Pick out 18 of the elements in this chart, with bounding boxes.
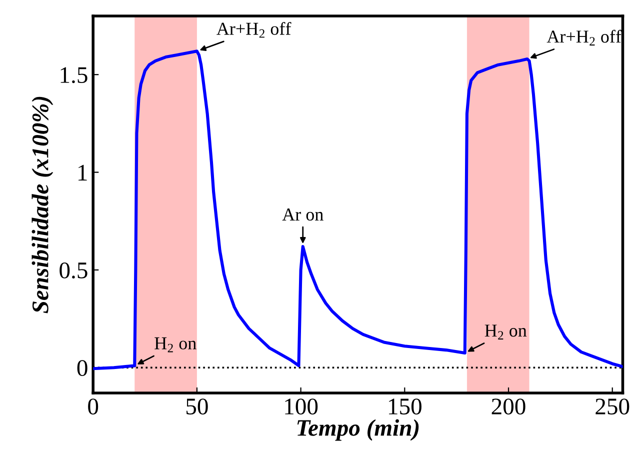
y-tick-label: 0.5	[60, 262, 88, 278]
x-tick-label: 250	[596, 398, 630, 414]
x-tick-label: 150	[389, 398, 422, 414]
y-tick-label: 1	[78, 164, 87, 180]
annotation: H$_{2}$ on	[154, 337, 196, 352]
annotation: Ar+H$_{2}$ off	[216, 22, 292, 38]
y-axis-title: Sensibilidade (x100%)	[32, 96, 54, 314]
x-tick-label: 50	[186, 398, 208, 414]
annotation: H$_{2}$ on	[484, 324, 527, 340]
x-axis-title: Tempo (min)	[297, 419, 419, 441]
y-tick-label: 0	[77, 360, 88, 376]
annotation: Ar+H$_{2}$ off	[546, 30, 622, 46]
line-series	[93, 50, 623, 370]
x-tick-label: 0	[88, 398, 98, 414]
y-tick-label: 1.5	[60, 67, 88, 84]
annotation: Ar on	[282, 208, 324, 221]
x-tick-label: 200	[492, 398, 526, 414]
x-tick-label: 100	[285, 398, 318, 414]
